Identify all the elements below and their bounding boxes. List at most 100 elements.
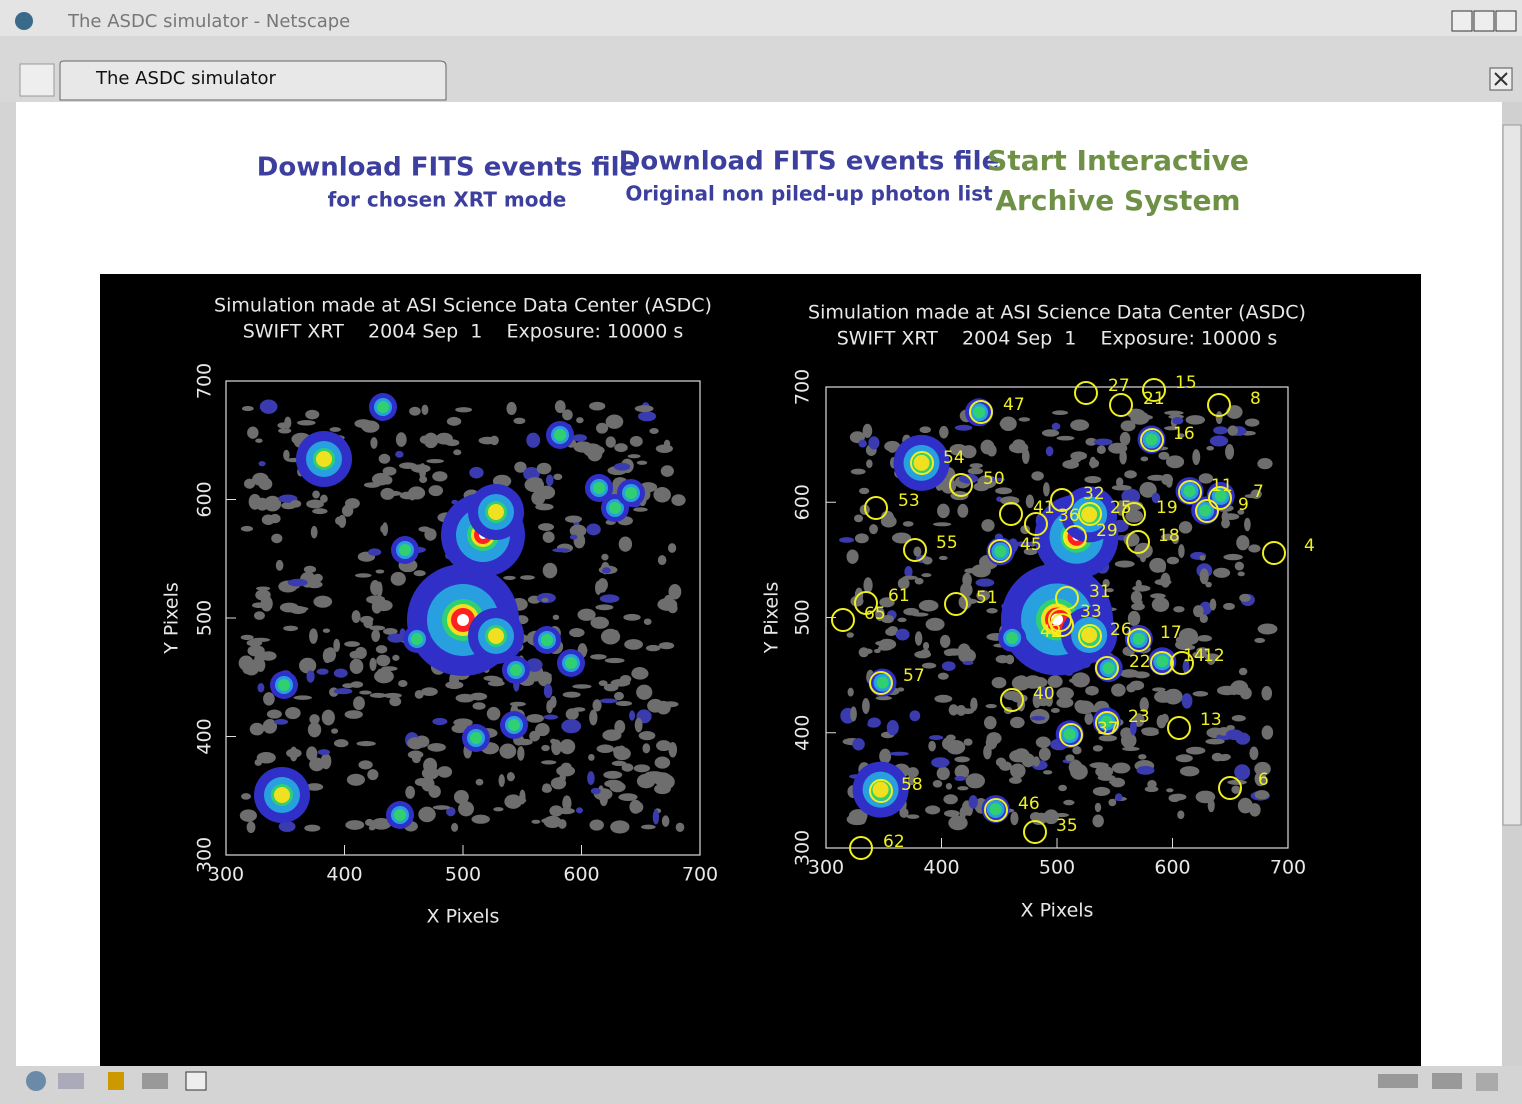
source-blob: [1199, 504, 1212, 517]
status-bar: [0, 1066, 1522, 1104]
status-icon[interactable]: [26, 1071, 46, 1091]
download-link[interactable]: Download FITS events file: [619, 147, 999, 177]
source-blob: [872, 781, 889, 798]
noise-blob: [636, 460, 648, 465]
source-region: [1142, 378, 1166, 402]
noise-blob: [1070, 419, 1090, 431]
noise-blob: [587, 447, 603, 462]
noise-blob: [921, 573, 932, 578]
x-axis-label: X Pixels: [427, 906, 500, 928]
noise-blob: [1225, 444, 1235, 460]
noise-blob: [1254, 789, 1270, 800]
noise-blob: [1089, 456, 1097, 469]
noise-blob: [1158, 451, 1170, 460]
noise-blob: [615, 700, 633, 707]
tab[interactable]: [59, 60, 447, 101]
noise-blob: [658, 642, 675, 650]
noise-blob: [879, 748, 892, 764]
noise-blob: [351, 610, 361, 624]
noise-blob: [515, 738, 533, 746]
download-link[interactable]: Archive System: [995, 184, 1240, 217]
noise-blob: [376, 581, 383, 597]
source-region: [1055, 586, 1079, 610]
plot-title: SWIFT XRT 2004 Sep 1 Exposure: 10000 s: [837, 328, 1278, 350]
noise-blob: [675, 822, 685, 832]
noise-blob: [1234, 561, 1244, 571]
close-button[interactable]: [1495, 10, 1517, 32]
status-icon[interactable]: [142, 1073, 168, 1089]
noise-blob: [420, 687, 438, 697]
y-tick-label: 700: [194, 363, 216, 399]
noise-blob: [1094, 802, 1102, 813]
maximize-button[interactable]: [1473, 10, 1495, 32]
scrollbar-thumb[interactable]: [1502, 124, 1522, 826]
source-blob: [913, 454, 930, 471]
download-link[interactable]: Original non piled-up photon list: [625, 182, 993, 206]
status-icon[interactable]: [58, 1073, 84, 1089]
noise-blob: [374, 669, 394, 684]
noise-blob: [306, 670, 315, 683]
noise-blob: [363, 618, 373, 629]
noise-blob: [1182, 661, 1190, 673]
source-region: [903, 538, 927, 562]
download-link[interactable]: Download FITS events file: [257, 153, 637, 183]
noise-blob: [874, 648, 881, 654]
noise-blob: [1092, 814, 1104, 828]
noise-blob: [421, 404, 429, 416]
noise-blob: [897, 617, 907, 623]
source-label: 27: [1108, 376, 1130, 396]
noise-blob: [1166, 788, 1174, 793]
source-label: 61: [888, 586, 910, 606]
noise-blob: [375, 645, 388, 654]
noise-blob: [605, 436, 616, 448]
noise-blob: [369, 692, 387, 698]
noise-blob: [1021, 448, 1030, 464]
download-link[interactable]: for chosen XRT mode: [328, 188, 567, 212]
noise-blob: [453, 789, 469, 805]
noise-blob: [383, 628, 398, 635]
noise-blob: [1250, 489, 1262, 500]
noise-blob: [1108, 798, 1117, 807]
noise-blob: [498, 774, 505, 788]
noise-blob: [541, 597, 549, 603]
noise-blob: [1114, 793, 1123, 802]
noise-blob: [333, 668, 348, 678]
noise-blob: [541, 785, 553, 793]
noise-blob: [572, 707, 586, 712]
x-tick-label: 300: [808, 857, 844, 879]
noise-blob: [432, 717, 448, 726]
source-region: [869, 779, 893, 803]
noise-blob: [642, 743, 651, 754]
noise-blob: [255, 438, 263, 443]
noise-blob: [1142, 729, 1159, 737]
source-label: 25: [1110, 498, 1132, 518]
noise-blob: [471, 814, 490, 824]
noise-blob: [595, 422, 609, 434]
noise-blob: [1244, 517, 1251, 532]
source-region: [1000, 688, 1024, 712]
download-link[interactable]: Start Interactive: [987, 144, 1249, 177]
noise-blob: [914, 577, 924, 585]
noise-blob: [918, 599, 939, 612]
plot: Simulation made at ASI Science Data Cent…: [761, 302, 1315, 922]
noise-blob: [531, 819, 541, 824]
noise-blob: [286, 748, 302, 758]
noise-blob: [667, 543, 677, 553]
noise-blob: [1257, 458, 1273, 470]
noise-blob: [589, 401, 606, 411]
tab-title[interactable]: The ASDC simulator: [95, 68, 277, 89]
noise-blob: [661, 815, 670, 827]
noise-blob: [600, 628, 621, 645]
noise-blob: [260, 651, 277, 661]
minimize-button[interactable]: [1451, 10, 1473, 32]
noise-blob: [1043, 482, 1050, 497]
noise-blob: [405, 785, 416, 799]
noise-blob: [1085, 685, 1099, 696]
status-icon[interactable]: [185, 1071, 207, 1091]
status-icon[interactable]: [108, 1072, 124, 1090]
noise-blob: [940, 634, 951, 648]
new-tab-button[interactable]: [19, 63, 55, 97]
noise-blob: [283, 449, 290, 461]
noise-blob: [948, 815, 968, 831]
noise-blob: [1119, 669, 1140, 678]
